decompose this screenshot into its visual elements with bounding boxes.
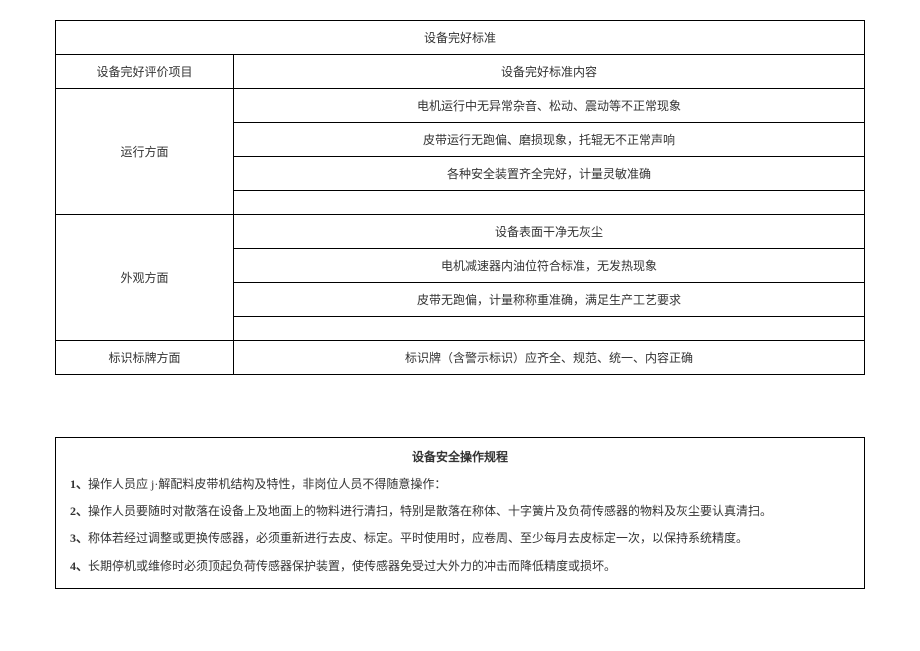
rule-number: 2、 <box>70 504 88 518</box>
table-row: 标识标牌方面 标识牌（含警示标识）应齐全、规范、统一、内容正确 <box>56 341 865 375</box>
rule-number: 4、 <box>70 559 88 573</box>
table-row: 运行方面 电机运行中无异常杂音、松动、震动等不正常现象 <box>56 89 865 123</box>
content-cell: 标识牌（含警示标识）应齐全、规范、统一、内容正确 <box>233 341 864 375</box>
category-cell: 标识标牌方面 <box>56 341 234 375</box>
rule-item: 2、操作人员要随时对散落在设备上及地面上的物料进行清扫，特别是散落在称体、十字簧… <box>70 502 850 521</box>
category-cell: 外观方面 <box>56 215 234 341</box>
content-cell-empty <box>233 191 864 215</box>
rule-item: 4、长期停机或维修时必须顶起负荷传感器保护装置，使传感器免受过大外力的冲击而降低… <box>70 557 850 576</box>
content-cell: 设备表面干净无灰尘 <box>233 215 864 249</box>
safety-rules-section: 设备安全操作规程 1、操作人员应 j·解配料皮带机结构及特性，非岗位人员不得随意… <box>55 437 865 589</box>
rule-text: 称体若经过调整或更换传感器，必须重新进行去皮、标定。平时使用时，应卷周、至少每月… <box>88 531 748 545</box>
equipment-standard-table: 设备完好标准 设备完好评价项目 设备完好标准内容 运行方面 电机运行中无异常杂音… <box>55 20 865 375</box>
header-right: 设备完好标准内容 <box>233 55 864 89</box>
rule-number: 1、 <box>70 477 88 491</box>
rule-text: 操作人员应 j·解配料皮带机结构及特性，非岗位人员不得随意操作： <box>88 477 446 491</box>
equipment-standard-table-container: 设备完好标准 设备完好评价项目 设备完好标准内容 运行方面 电机运行中无异常杂音… <box>55 20 865 375</box>
table-title: 设备完好标准 <box>56 21 865 55</box>
content-cell-empty <box>233 317 864 341</box>
category-cell: 运行方面 <box>56 89 234 215</box>
rule-text: 操作人员要随时对散落在设备上及地面上的物料进行清扫，特别是散落在称体、十字簧片及… <box>88 504 772 518</box>
content-cell: 电机减速器内油位符合标准，无发热现象 <box>233 249 864 283</box>
rule-text: 长期停机或维修时必须顶起负荷传感器保护装置，使传感器免受过大外力的冲击而降低精度… <box>88 559 616 573</box>
header-left: 设备完好评价项目 <box>56 55 234 89</box>
rule-item: 3、称体若经过调整或更换传感器，必须重新进行去皮、标定。平时使用时，应卷周、至少… <box>70 529 850 548</box>
rule-item: 1、操作人员应 j·解配料皮带机结构及特性，非岗位人员不得随意操作： <box>70 475 850 494</box>
table-header-row: 设备完好评价项目 设备完好标准内容 <box>56 55 865 89</box>
safety-rules-title: 设备安全操作规程 <box>70 448 850 465</box>
content-cell: 皮带无跑偏，计量称称重准确，满足生产工艺要求 <box>233 283 864 317</box>
table-row: 外观方面 设备表面干净无灰尘 <box>56 215 865 249</box>
rule-number: 3、 <box>70 531 88 545</box>
content-cell: 各种安全装置齐全完好，计量灵敏准确 <box>233 157 864 191</box>
content-cell: 皮带运行无跑偏、磨损现象，托辊无不正常声响 <box>233 123 864 157</box>
content-cell: 电机运行中无异常杂音、松动、震动等不正常现象 <box>233 89 864 123</box>
table-title-row: 设备完好标准 <box>56 21 865 55</box>
